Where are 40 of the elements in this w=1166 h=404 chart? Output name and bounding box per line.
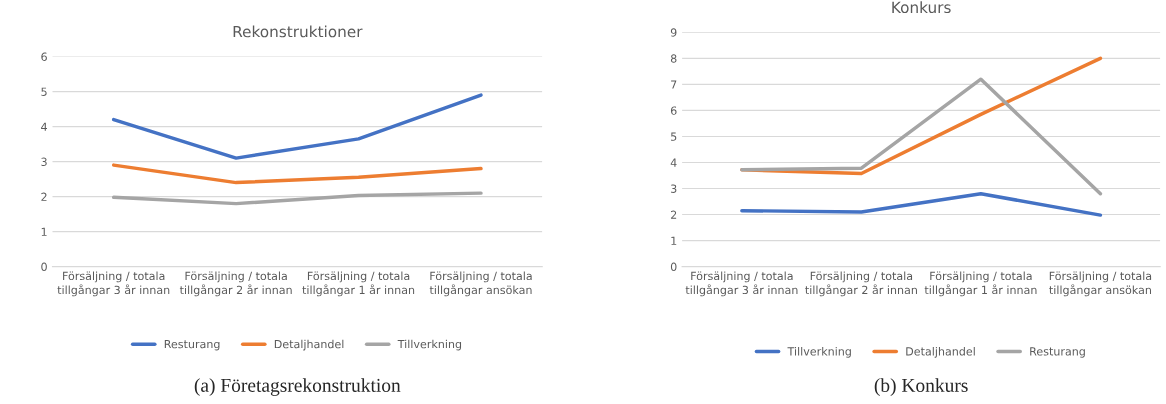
- y-tick-label: 1: [671, 236, 677, 245]
- text: (a) Företagsrekonstruktion: [194, 378, 401, 396]
- y-tick-label: 4: [41, 122, 47, 131]
- text: (b) Konkurs: [874, 378, 968, 396]
- legend-label: Tillverkning: [397, 339, 462, 351]
- y-tick-label: 1: [41, 227, 47, 236]
- y-tick-label: 0: [41, 262, 47, 272]
- chart-title: Konkurs: [892, 1, 951, 14]
- y-tick-label: 2: [670, 210, 677, 219]
- x-tick-label: Försäljning / totala tillgångar 3 år innan: [685, 271, 798, 297]
- y-tick-label: 8: [670, 54, 677, 63]
- line-series: [740, 77, 1103, 196]
- x-tick-label: Försäljning / totala tillgångar 3 år innan: [57, 271, 170, 297]
- y-tick-label: 0: [670, 262, 677, 272]
- y-tick-label: 5: [671, 132, 677, 141]
- line-series: [111, 163, 483, 185]
- y-tick-label: 7: [671, 80, 677, 89]
- y-tick-label: 6: [670, 106, 677, 115]
- x-tick-label: Försäljning / totala tillgångar 2 år innan: [805, 271, 917, 297]
- x-tick-label: Försäljning / totala tillgångar ansökan: [429, 271, 532, 297]
- y-tick-label: 3: [671, 184, 677, 193]
- legend-label: Resturang: [1030, 347, 1085, 358]
- chart-title: Rekonstruktioner: [233, 25, 363, 38]
- y-tick-label: 2: [41, 192, 47, 201]
- legend-label: Detaljhandel: [274, 339, 344, 351]
- legend-label: Tillverkning: [787, 346, 851, 358]
- x-tick-label: Försäljning / totala tillgångar 1 år innan: [302, 271, 415, 297]
- y-tick-label: 3: [41, 157, 47, 166]
- y-tick-label: 9: [670, 28, 677, 37]
- line-series: [111, 93, 483, 160]
- y-tick-label: 5: [41, 87, 47, 96]
- x-tick-label: Försäljning / totala tillgångar ansökan: [1049, 271, 1152, 297]
- line-series: [111, 191, 483, 206]
- x-tick-label: Försäljning / totala tillgångar 1 år innan: [924, 271, 1037, 297]
- legend-label: Detaljhandel: [906, 346, 975, 358]
- x-tick-label: Försäljning / totala tillgångar 2 år innan: [179, 271, 292, 297]
- line-series: [740, 192, 1103, 217]
- y-tick-label: 6: [41, 52, 47, 61]
- legend-label: Resturang: [164, 340, 220, 351]
- y-tick-label: 4: [670, 158, 677, 167]
